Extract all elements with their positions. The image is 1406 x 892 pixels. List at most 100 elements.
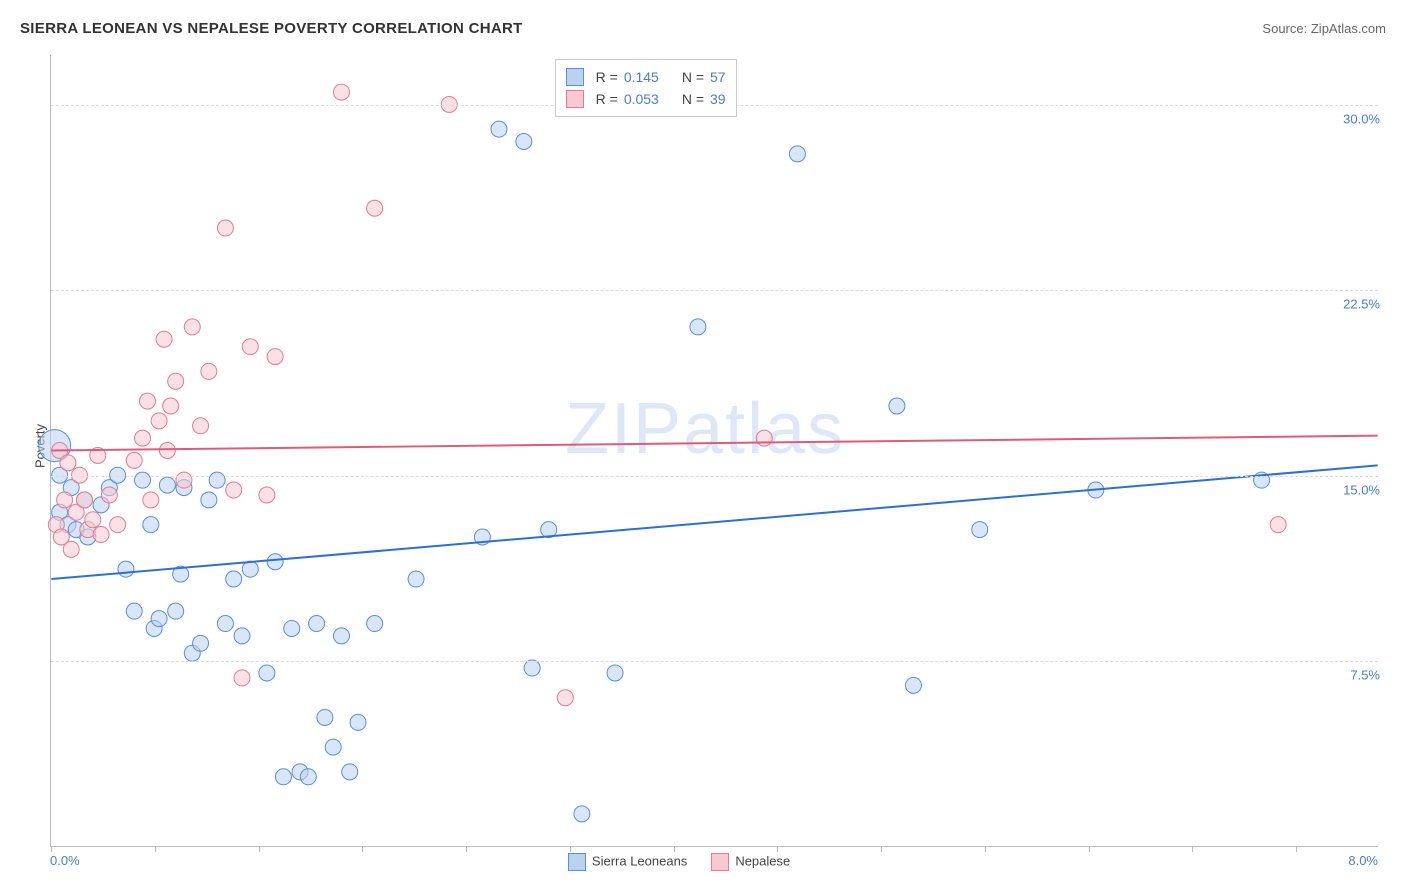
data-point	[93, 527, 109, 543]
legend-label: Sierra Leoneans	[592, 853, 687, 868]
gridline	[51, 661, 1378, 662]
source-name: ZipAtlas.com	[1311, 21, 1386, 36]
x-tick	[1296, 846, 1297, 852]
legend-correlation-row: R = 0.053 N = 39	[566, 88, 726, 110]
y-tick-label: 7.5%	[1346, 668, 1380, 683]
trend-line	[51, 436, 1377, 451]
data-point	[309, 616, 325, 632]
data-point	[143, 517, 159, 533]
r-value: 0.053	[624, 88, 676, 110]
data-point	[60, 455, 76, 471]
r-label: R =	[596, 66, 618, 88]
data-point	[317, 709, 333, 725]
data-point	[972, 522, 988, 538]
data-point	[524, 660, 540, 676]
data-point	[905, 677, 921, 693]
x-tick	[1089, 846, 1090, 852]
x-tick	[985, 846, 986, 852]
data-point	[193, 418, 209, 434]
legend-swatch	[568, 853, 586, 871]
series-legend: Sierra Leoneans Nepalese	[568, 853, 790, 871]
n-label: N =	[682, 66, 704, 88]
x-tick	[51, 846, 52, 852]
data-point	[151, 611, 167, 627]
data-point	[77, 492, 93, 508]
data-point	[367, 616, 383, 632]
data-point	[284, 620, 300, 636]
data-point	[226, 571, 242, 587]
data-point	[574, 806, 590, 822]
data-point	[491, 121, 507, 137]
data-point	[217, 616, 233, 632]
data-point	[156, 331, 172, 347]
data-point	[159, 477, 175, 493]
data-point	[259, 487, 275, 503]
x-tick	[674, 846, 675, 852]
data-point	[516, 134, 532, 150]
legend-swatch	[711, 853, 729, 871]
legend-item: Nepalese	[711, 853, 790, 871]
data-point	[135, 430, 151, 446]
data-point	[126, 603, 142, 619]
data-point	[789, 146, 805, 162]
r-value: 0.145	[624, 66, 676, 88]
data-point	[168, 603, 184, 619]
data-point	[63, 541, 79, 557]
x-tick	[570, 846, 571, 852]
data-point	[118, 561, 134, 577]
data-point	[242, 339, 258, 355]
x-tick	[881, 846, 882, 852]
chart-header: SIERRA LEONEAN VS NEPALESE POVERTY CORRE…	[20, 20, 1386, 37]
x-tick	[259, 846, 260, 852]
chart-container: SIERRA LEONEAN VS NEPALESE POVERTY CORRE…	[0, 0, 1406, 892]
x-tick	[466, 846, 467, 852]
n-label: N =	[682, 88, 704, 110]
data-point	[300, 769, 316, 785]
data-point	[259, 665, 275, 681]
correlation-legend: R =0.145N =57R =0.053N =39	[555, 59, 737, 117]
data-point	[57, 492, 73, 508]
data-point	[234, 670, 250, 686]
data-point	[275, 769, 291, 785]
chart-title: SIERRA LEONEAN VS NEPALESE POVERTY CORRE…	[20, 20, 523, 37]
x-axis-min-label: 0.0%	[50, 853, 80, 868]
data-point	[168, 373, 184, 389]
y-tick-label: 30.0%	[1339, 111, 1380, 126]
data-point	[217, 220, 233, 236]
chart-source: Source: ZipAtlas.com	[1262, 21, 1386, 36]
x-tick	[777, 846, 778, 852]
data-point	[209, 472, 225, 488]
r-label: R =	[596, 88, 618, 110]
data-point	[242, 561, 258, 577]
data-point	[367, 200, 383, 216]
scatter-svg	[51, 55, 1378, 846]
data-point	[201, 363, 217, 379]
n-value: 39	[710, 88, 726, 110]
data-point	[143, 492, 159, 508]
data-point	[226, 482, 242, 498]
data-point	[193, 635, 209, 651]
data-point	[342, 764, 358, 780]
legend-correlation-row: R =0.145N =57	[566, 66, 726, 88]
source-label: Source:	[1262, 21, 1307, 36]
legend-swatch	[566, 68, 584, 86]
y-tick-label: 15.0%	[1339, 482, 1380, 497]
legend-label: Nepalese	[735, 853, 790, 868]
data-point	[159, 443, 175, 459]
data-point	[333, 84, 349, 100]
trend-line	[51, 465, 1377, 579]
data-point	[184, 319, 200, 335]
data-point	[163, 398, 179, 414]
data-point	[350, 714, 366, 730]
chart-plot-area: ZIPatlas 7.5%15.0%22.5%30.0%	[50, 55, 1378, 847]
data-point	[690, 319, 706, 335]
data-point	[1270, 517, 1286, 533]
data-point	[151, 413, 167, 429]
gridline	[51, 290, 1378, 291]
data-point	[101, 487, 117, 503]
data-point	[135, 472, 151, 488]
data-point	[126, 452, 142, 468]
data-point	[85, 512, 101, 528]
data-point	[110, 517, 126, 533]
data-point	[267, 554, 283, 570]
